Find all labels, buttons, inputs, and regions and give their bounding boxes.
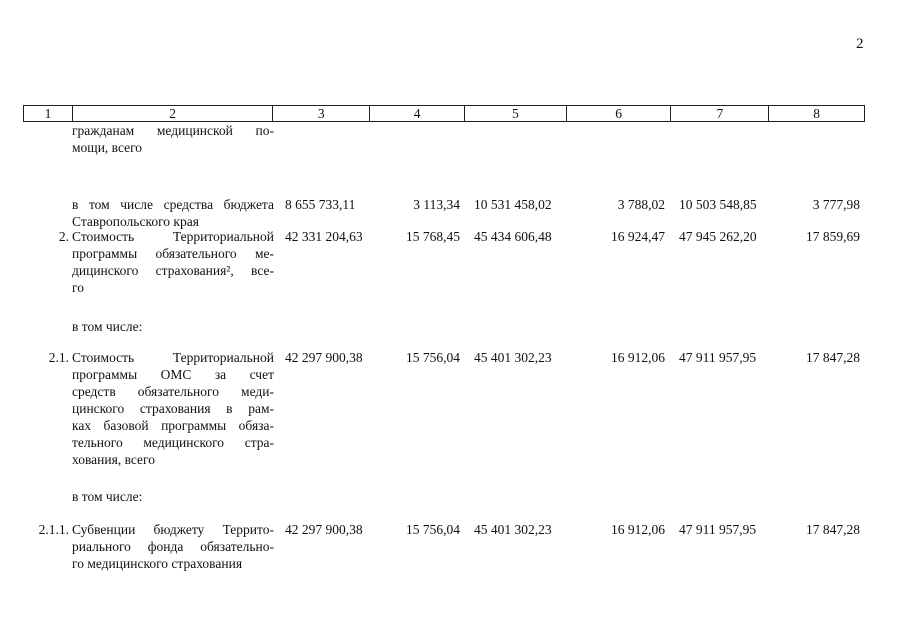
label-line: в том числе средства бюджета xyxy=(72,197,274,212)
header-cell: 3 xyxy=(273,106,371,121)
label-line: дицинского страхования², все- xyxy=(72,263,274,278)
value-cell: 45 401 302,23 xyxy=(474,350,552,365)
label-line: го медицинского страхования xyxy=(72,556,243,571)
row-label: в том числе: xyxy=(72,488,274,505)
label-line: средств обязательного меди- xyxy=(72,384,274,399)
label-line: в том числе: xyxy=(72,489,143,504)
value-cell: 3 113,34 xyxy=(413,197,460,212)
label-line: хования, всего xyxy=(72,452,155,467)
label-line: в том числе: xyxy=(72,319,143,334)
label-line: Субвенции бюджету Террито- xyxy=(72,522,274,537)
header-cell: 1 xyxy=(24,106,73,121)
row-label: в том числе средства бюджета Ставропольск… xyxy=(72,196,274,230)
header-cell: 2 xyxy=(73,106,274,121)
row-number: 2.1.1. xyxy=(38,522,69,537)
value-cell: 45 434 606,48 xyxy=(474,229,552,244)
value-cell: 47 911 957,95 xyxy=(679,522,757,537)
header-cell: 7 xyxy=(671,106,770,121)
label-line: мощи, всего xyxy=(72,140,143,155)
label-line: риального фонда обязательно- xyxy=(72,539,274,554)
row-number: 2.1. xyxy=(48,350,69,365)
label-line: гражданам медицинской по- xyxy=(72,123,274,138)
value-cell: 17 859,69 xyxy=(806,229,860,244)
header-cell: 4 xyxy=(370,106,465,121)
value-cell: 17 847,28 xyxy=(806,522,860,537)
value-cell: 17 847,28 xyxy=(806,350,860,365)
label-line: ках базовой программы обяза- xyxy=(72,418,274,433)
header-cell: 8 xyxy=(813,106,820,121)
value-cell: 10 503 548,85 xyxy=(679,197,757,212)
value-cell: 3 777,98 xyxy=(812,197,860,212)
value-cell: 42 331 204,63 xyxy=(285,229,363,244)
row-label: в том числе: xyxy=(72,318,274,335)
value-cell: 8 655 733,11 xyxy=(285,197,356,212)
value-cell: 10 531 458,02 xyxy=(474,197,552,212)
value-cell: 3 788,02 xyxy=(617,197,665,212)
label-line: цинского страхования в рам- xyxy=(72,401,274,416)
label-line: программы обязательного ме- xyxy=(72,246,274,261)
value-cell: 42 297 900,38 xyxy=(285,522,363,537)
label-line: Ставропольского края xyxy=(72,214,199,229)
row-number: 2. xyxy=(58,229,69,244)
row-label: гражданам медицинской по-мощи, всего xyxy=(72,122,274,156)
value-cell: 42 297 900,38 xyxy=(285,350,363,365)
table-header: 1 2 3 4 5 6 7 8 xyxy=(23,105,865,122)
value-cell: 15 756,04 xyxy=(406,350,460,365)
row-label: Стоимость Территориальной программы ОМС з… xyxy=(72,349,274,468)
label-line: Стоимость Территориальной xyxy=(72,229,274,244)
page-number: 2 xyxy=(856,36,864,52)
value-cell: 16 912,06 xyxy=(611,522,665,537)
label-line: тельного медицинского стра- xyxy=(72,435,274,450)
value-cell: 16 924,47 xyxy=(611,229,665,244)
row-label: Субвенции бюджету Террито-риального фонд… xyxy=(72,521,274,572)
value-cell: 47 911 957,95 xyxy=(679,350,757,365)
value-cell: 16 912,06 xyxy=(611,350,665,365)
header-cell: 6 xyxy=(567,106,672,121)
value-cell: 15 768,45 xyxy=(406,229,460,244)
label-line: программы ОМС за счет xyxy=(72,367,274,382)
header-cell: 5 xyxy=(465,106,567,121)
value-cell: 45 401 302,23 xyxy=(474,522,552,537)
row-label: Стоимость Территориальной программы обяза… xyxy=(72,228,274,296)
label-line: го xyxy=(72,280,84,295)
label-line: Стоимость Территориальной xyxy=(72,350,274,365)
value-cell: 15 756,04 xyxy=(406,522,460,537)
value-cell: 47 945 262,20 xyxy=(679,229,757,244)
